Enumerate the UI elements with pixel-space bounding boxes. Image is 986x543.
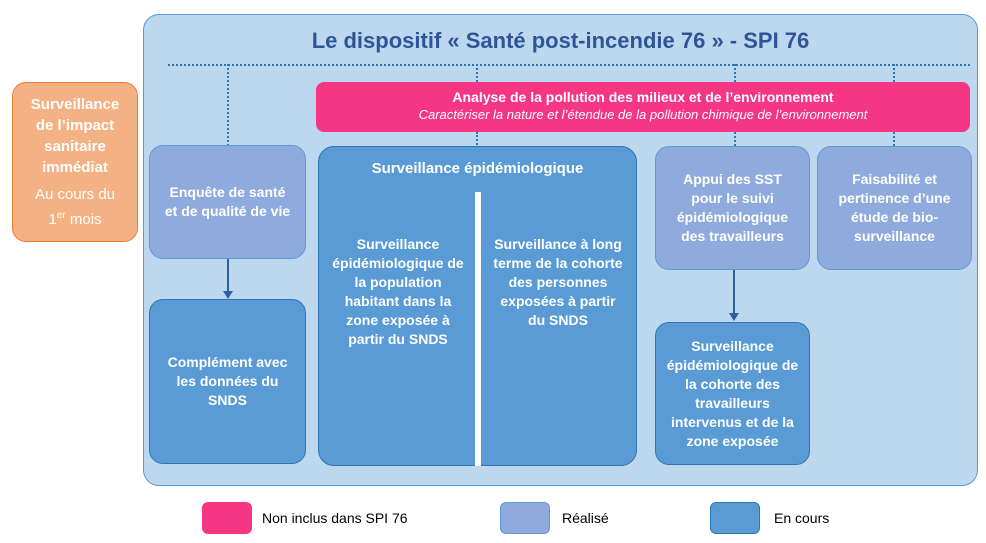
legend-label-non-inclus: Non inclus dans SPI 76 [262, 510, 408, 526]
enquete-sante-label: Enquête de santé et de qualité de vie [164, 184, 291, 219]
ordinal-suffix: er [56, 210, 66, 221]
dotted-connector-sst [734, 132, 736, 146]
dotted-connector-epi [476, 132, 478, 148]
immediate-line-4: immédiat [42, 159, 108, 176]
epi-cohorte-box: Surveillance à long terme de la cohorte … [483, 235, 633, 375]
pollution-subtitle: Caractériser la nature et l’étendue de l… [418, 107, 868, 122]
dotted-connector-sst-top [734, 64, 736, 82]
pollution-title: Analyse de la pollution des milieux et d… [452, 89, 834, 105]
dotted-connector-enquete [227, 64, 229, 146]
arrow-sst-to-cohorte [733, 270, 735, 314]
legend-swatch-realise [500, 502, 550, 534]
biosurveillance-feasibility-label: Faisabilité et pertinence d’une étude de… [838, 171, 951, 244]
biosurveillance-feasibility-box: Faisabilité et pertinence d’une étude de… [817, 146, 972, 270]
legend-swatch-non-inclus [202, 502, 252, 534]
enquete-sante-box: Enquête de santé et de qualité de vie [149, 145, 306, 259]
legend-label-en-cours: En cours [774, 510, 830, 526]
complement-snds-box: Complément avec les données du SNDS [149, 299, 306, 464]
dotted-connector-horizontal [168, 64, 970, 66]
dotted-connector-faisabilite-top [893, 64, 895, 82]
dotted-connector-faisabilite [893, 132, 895, 146]
arrow-enquete-to-complement [227, 259, 229, 292]
complement-snds-label: Complément avec les données du SNDS [167, 354, 288, 408]
arrow-head-icon [729, 313, 739, 321]
first-number: 1 [48, 211, 57, 228]
immediate-line-3: sanitaire [44, 138, 106, 155]
dotted-connector-pollution [476, 64, 478, 82]
epi-cohorte-label: Surveillance à long terme de la cohorte … [493, 236, 623, 328]
travailleurs-cohorte-box: Surveillance épidémiologique de la cohor… [655, 322, 810, 465]
sst-support-label: Appui des SST pour le suivi épidémiologi… [676, 171, 789, 244]
immediate-sub-2: 1er mois [13, 205, 137, 230]
arrow-head-icon [223, 291, 233, 299]
legend-swatch-en-cours [710, 502, 760, 534]
sst-support-box: Appui des SST pour le suivi épidémiologi… [655, 146, 810, 270]
epi-group-divider [475, 192, 481, 466]
travailleurs-cohorte-label: Surveillance épidémiologique de la cohor… [666, 337, 799, 449]
pollution-analysis-banner: Analyse de la pollution des milieux et d… [316, 82, 970, 132]
immediate-line-1: Surveillance [30, 96, 120, 113]
epi-surveillance-header: Surveillance épidémiologique [371, 160, 584, 177]
legend-label-realise: Réalisé [562, 510, 609, 526]
diagram-title: Le dispositif « Santé post-incendie 76 »… [311, 28, 810, 53]
immediate-line-2: de l’impact [35, 117, 115, 134]
immediate-sub-1: Au cours du [34, 186, 116, 203]
month-word: mois [65, 211, 102, 228]
immediate-impact-box: Surveillance de l’impact sanitaire imméd… [12, 82, 138, 242]
epi-population-box: Surveillance épidémiologique de la popul… [323, 235, 473, 375]
epi-population-label: Surveillance épidémiologique de la popul… [332, 236, 464, 347]
